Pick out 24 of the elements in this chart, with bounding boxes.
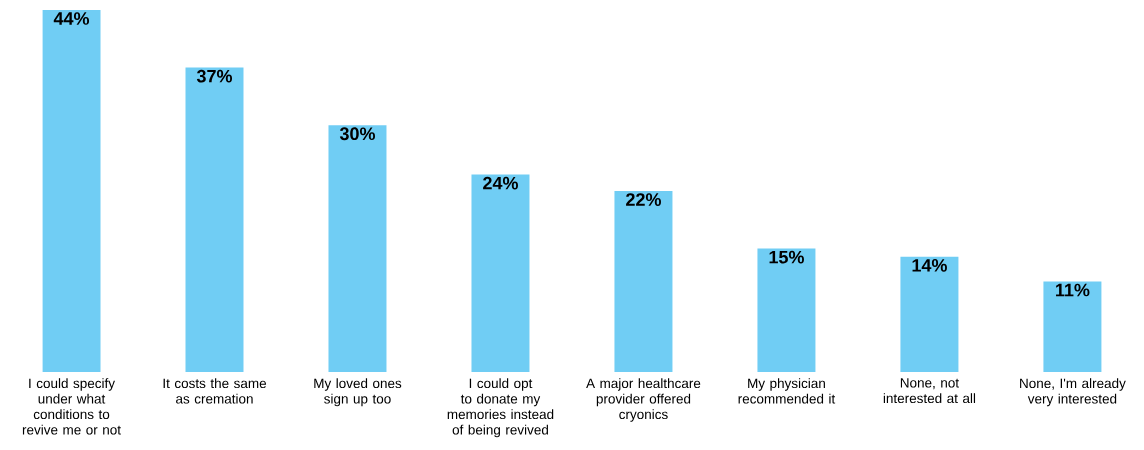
bar (757, 248, 816, 372)
data-label: 37% (196, 69, 233, 83)
data-label: 30% (339, 127, 376, 141)
data-label: 44% (53, 12, 90, 25)
data-label: 14% (912, 259, 947, 272)
bar (614, 190, 673, 372)
x-tick-label: My loved ones sign up too (314, 378, 402, 407)
x-tick-label: I could opt to donate my memories instead of being revived (447, 378, 554, 438)
x-tick-label: None, not interested at all (883, 378, 976, 404)
x-tick-label: None, I'm already very interested (1020, 378, 1126, 407)
bar (185, 67, 244, 372)
data-label: 11% (1056, 283, 1090, 297)
data-label: 22% (626, 193, 661, 206)
x-tick-label: It costs the same as cremation (163, 378, 267, 404)
bar (471, 174, 530, 372)
x-tick-label: I could specify under what conditions to revive me or not (22, 378, 121, 435)
bar (1043, 281, 1102, 372)
x-tick-label: A major healthcare provider offered cryonics (586, 378, 701, 422)
bar (900, 256, 959, 372)
data-label: 24% (483, 176, 518, 190)
bar (328, 125, 387, 372)
data-label: 15% (769, 250, 804, 264)
x-tick-label: My physician recommended it (738, 378, 836, 404)
bar (42, 10, 101, 372)
